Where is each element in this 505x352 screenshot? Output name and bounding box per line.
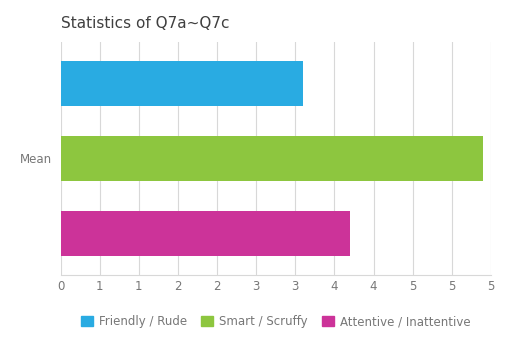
Bar	[61, 136, 482, 181]
Bar	[61, 61, 302, 106]
Bar	[61, 211, 349, 256]
Legend: Friendly / Rude, Smart / Scruffy, Attentive / Inattentive: Friendly / Rude, Smart / Scruffy, Attent…	[76, 311, 474, 333]
Text: Statistics of Q7a~Q7c: Statistics of Q7a~Q7c	[61, 16, 229, 31]
